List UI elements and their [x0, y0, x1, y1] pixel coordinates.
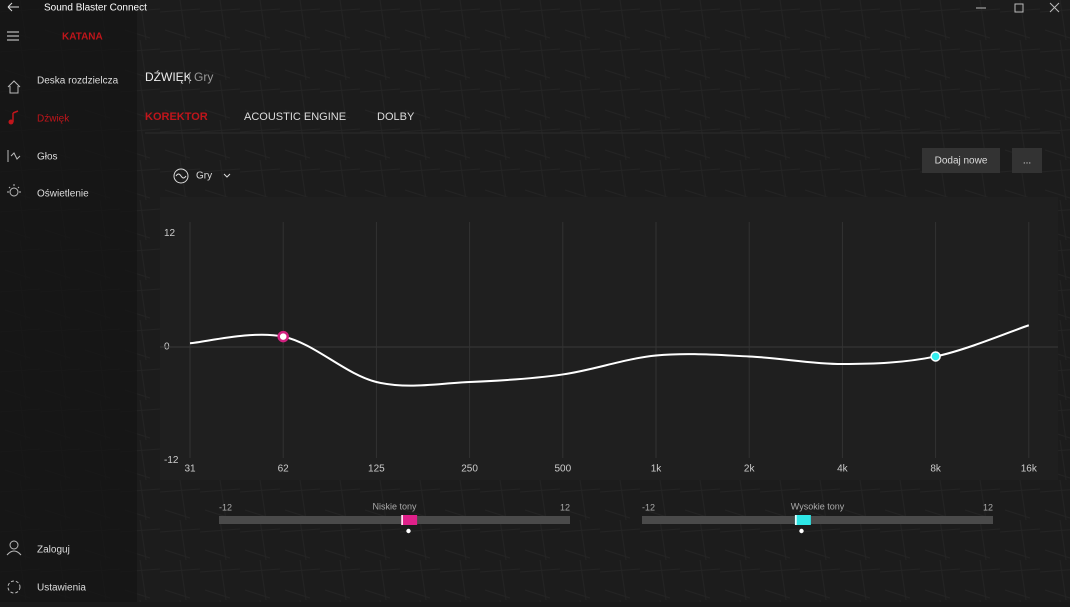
- slider-min: -12: [219, 502, 232, 512]
- light-icon: [9, 187, 19, 197]
- section-title: DŹWIĘK: [145, 69, 192, 84]
- eq-panel: [160, 197, 1058, 480]
- x-tick-label: 62: [278, 464, 290, 475]
- x-tick-label: 31: [184, 464, 196, 475]
- nav-item[interactable]: Ustawienia: [37, 583, 86, 594]
- menu-button[interactable]: [7, 31, 19, 41]
- slider-min: -12: [642, 502, 655, 512]
- user-body: [6, 550, 22, 556]
- preset-name[interactable]: Gry: [196, 171, 212, 182]
- tab-active[interactable]: KOREKTOR: [145, 111, 208, 123]
- preset-wave: [175, 173, 187, 179]
- back-button[interactable]: [7, 2, 19, 12]
- home-icon: [7, 80, 21, 94]
- slider-track: [219, 516, 570, 524]
- slider-label: Niskie tony: [372, 501, 417, 511]
- eq-curve: [189, 324, 1030, 387]
- preset-dropdown[interactable]: [223, 173, 231, 178]
- nav-item[interactable]: Zaloguj: [37, 545, 70, 556]
- x-tick-label: 4k: [837, 464, 849, 475]
- window-title: Sound Blaster Connect: [44, 3, 147, 14]
- nav-item[interactable]: Oświetlenie: [37, 189, 89, 200]
- more-button-label[interactable]: ...: [1023, 156, 1031, 167]
- device-name: KATANA: [62, 32, 103, 43]
- slider-max: 12: [983, 502, 993, 512]
- bass-knob[interactable]: [277, 330, 289, 343]
- add-button-label[interactable]: Dodaj nowe: [935, 156, 988, 167]
- nav-item[interactable]: Głos: [37, 152, 58, 163]
- tab[interactable]: ACOUSTIC ENGINE: [244, 111, 346, 123]
- y-tick-label: 12: [164, 228, 176, 239]
- user-icon: [9, 540, 19, 550]
- add-button[interactable]: [922, 148, 1000, 173]
- slider-thumb[interactable]: [794, 515, 811, 525]
- slider-center-dot: [406, 528, 411, 534]
- maximize[interactable]: [1014, 3, 1024, 13]
- settings-icon: [7, 580, 21, 594]
- nav-item[interactable]: Deska rozdzielcza: [37, 76, 119, 87]
- close[interactable]: [1049, 2, 1060, 13]
- slider-center-dot: [799, 528, 804, 534]
- tab[interactable]: DOLBY: [377, 111, 415, 123]
- x-tick-label: 2k: [744, 464, 756, 475]
- slider-thumb[interactable]: [401, 515, 418, 525]
- x-tick-label: 16k: [1021, 464, 1038, 475]
- voice-icon: [7, 150, 21, 162]
- y-tick-label: -12: [164, 455, 179, 466]
- page-title: Gry: [194, 70, 213, 84]
- x-tick-label: 125: [368, 464, 385, 475]
- separator: |: [188, 70, 191, 84]
- x-tick-label: 500: [554, 464, 571, 475]
- nav-item[interactable]: Dźwięk: [37, 114, 70, 125]
- more-button[interactable]: [1012, 148, 1042, 173]
- slider-track: [642, 516, 993, 524]
- slider-max: 12: [560, 502, 570, 512]
- x-tick-label: 250: [461, 464, 478, 475]
- sound-icon-dot: [8, 119, 14, 125]
- preset-icon: [173, 168, 189, 184]
- x-tick-label: 1k: [651, 464, 663, 475]
- x-tick-label: 8k: [930, 464, 942, 475]
- treble-knob[interactable]: [930, 351, 941, 362]
- light-rays: [7, 184, 21, 193]
- sidebar: [0, 0, 137, 602]
- slider-label: Wysokie tony: [791, 501, 845, 511]
